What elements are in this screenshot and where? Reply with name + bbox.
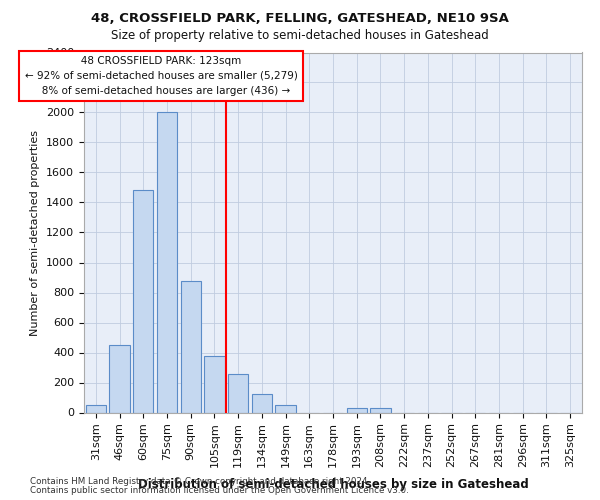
Text: 48, CROSSFIELD PARK, FELLING, GATESHEAD, NE10 9SA: 48, CROSSFIELD PARK, FELLING, GATESHEAD,… (91, 12, 509, 24)
Text: Contains public sector information licensed under the Open Government Licence v3: Contains public sector information licen… (30, 486, 409, 495)
Bar (347, 408, 367, 412)
Bar (228, 374, 248, 412)
Bar (157, 112, 177, 412)
Bar (109, 345, 130, 412)
Bar (133, 190, 154, 412)
Text: 48 CROSSFIELD PARK: 123sqm   
← 92% of semi-detached houses are smaller (5,279)
: 48 CROSSFIELD PARK: 123sqm ← 92% of semi… (25, 56, 298, 96)
Bar (205, 356, 224, 412)
Text: Contains HM Land Registry data © Crown copyright and database right 2024.: Contains HM Land Registry data © Crown c… (30, 477, 370, 486)
Text: Size of property relative to semi-detached houses in Gateshead: Size of property relative to semi-detach… (111, 29, 489, 42)
X-axis label: Distribution of semi-detached houses by size in Gateshead: Distribution of semi-detached houses by … (137, 478, 529, 492)
Bar (181, 280, 201, 412)
Bar (275, 405, 296, 412)
Bar (370, 408, 391, 412)
Y-axis label: Number of semi-detached properties: Number of semi-detached properties (31, 130, 40, 336)
Bar (86, 405, 106, 412)
Bar (252, 394, 272, 412)
